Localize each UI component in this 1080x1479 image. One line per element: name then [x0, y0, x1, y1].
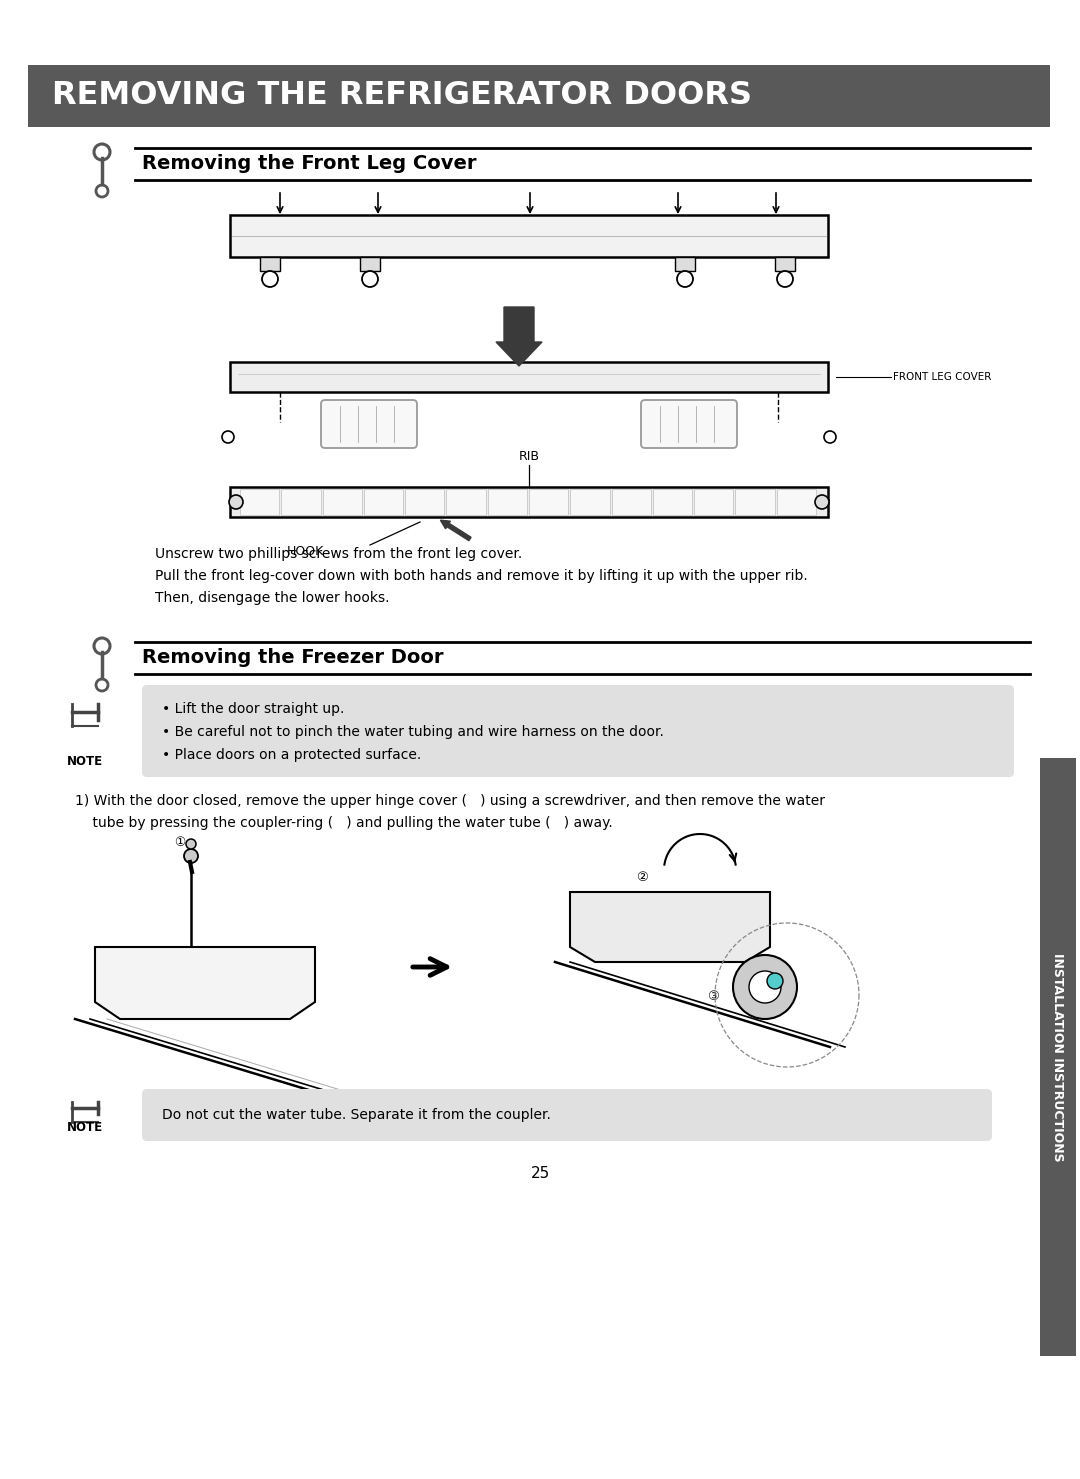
FancyBboxPatch shape: [735, 490, 774, 515]
Text: • Be careful not to pinch the water tubing and wire harness on the door.: • Be careful not to pinch the water tubi…: [162, 725, 664, 740]
FancyBboxPatch shape: [321, 399, 417, 448]
Text: ②: ②: [636, 871, 648, 884]
FancyArrow shape: [441, 521, 471, 541]
Polygon shape: [95, 947, 315, 1019]
FancyBboxPatch shape: [570, 490, 609, 515]
Text: • Place doors on a protected surface.: • Place doors on a protected surface.: [162, 748, 421, 762]
Text: NOTE: NOTE: [67, 1121, 103, 1134]
FancyBboxPatch shape: [777, 490, 816, 515]
Circle shape: [750, 972, 781, 1003]
Circle shape: [362, 271, 378, 287]
Text: tube by pressing the coupler-ring (   ) and pulling the water tube (   ) away.: tube by pressing the coupler-ring ( ) an…: [75, 816, 612, 830]
Circle shape: [824, 430, 836, 444]
FancyBboxPatch shape: [642, 399, 737, 448]
Text: Pull the front leg-cover down with both hands and remove it by lifting it up wit: Pull the front leg-cover down with both …: [156, 569, 808, 583]
FancyBboxPatch shape: [230, 362, 828, 392]
FancyBboxPatch shape: [775, 257, 795, 271]
Circle shape: [262, 271, 278, 287]
Text: ①: ①: [174, 836, 186, 849]
Text: INSTALLATION INSTRUCTIONS: INSTALLATION INSTRUCTIONS: [1052, 952, 1065, 1161]
Circle shape: [733, 955, 797, 1019]
Text: Removing the Front Leg Cover: Removing the Front Leg Cover: [141, 154, 476, 173]
FancyBboxPatch shape: [611, 490, 651, 515]
FancyBboxPatch shape: [141, 1089, 993, 1140]
Text: 25: 25: [530, 1165, 550, 1182]
FancyBboxPatch shape: [240, 490, 280, 515]
FancyBboxPatch shape: [488, 490, 527, 515]
Text: Then, disengage the lower hooks.: Then, disengage the lower hooks.: [156, 592, 390, 605]
Circle shape: [94, 637, 110, 654]
Text: Removing the Freezer Door: Removing the Freezer Door: [141, 648, 444, 667]
Text: NOTE: NOTE: [67, 754, 103, 768]
FancyBboxPatch shape: [1040, 759, 1076, 1356]
Circle shape: [777, 271, 793, 287]
FancyBboxPatch shape: [446, 490, 486, 515]
Polygon shape: [570, 892, 770, 961]
FancyBboxPatch shape: [281, 490, 321, 515]
FancyBboxPatch shape: [652, 490, 692, 515]
Circle shape: [96, 185, 108, 197]
FancyBboxPatch shape: [529, 490, 568, 515]
FancyBboxPatch shape: [675, 257, 696, 271]
FancyBboxPatch shape: [323, 490, 362, 515]
FancyBboxPatch shape: [364, 490, 403, 515]
FancyBboxPatch shape: [230, 214, 828, 257]
Circle shape: [815, 495, 829, 509]
Text: Unscrew two phillips screws from the front leg cover.: Unscrew two phillips screws from the fro…: [156, 547, 523, 561]
Circle shape: [677, 271, 693, 287]
Circle shape: [96, 679, 108, 691]
FancyBboxPatch shape: [360, 257, 380, 271]
Text: FRONT LEG COVER: FRONT LEG COVER: [893, 373, 991, 382]
FancyBboxPatch shape: [260, 257, 280, 271]
Text: RIB: RIB: [518, 450, 540, 463]
FancyBboxPatch shape: [141, 685, 1014, 776]
FancyBboxPatch shape: [230, 487, 828, 518]
FancyBboxPatch shape: [405, 490, 445, 515]
Text: HOOK: HOOK: [286, 544, 324, 558]
Circle shape: [186, 839, 195, 849]
Circle shape: [94, 143, 110, 160]
Circle shape: [767, 973, 783, 989]
Text: • Lift the door straight up.: • Lift the door straight up.: [162, 703, 345, 716]
Circle shape: [222, 430, 234, 444]
Text: Do not cut the water tube. Separate it from the coupler.: Do not cut the water tube. Separate it f…: [162, 1108, 551, 1123]
Text: REMOVING THE REFRIGERATOR DOORS: REMOVING THE REFRIGERATOR DOORS: [52, 80, 752, 111]
FancyBboxPatch shape: [694, 490, 733, 515]
Circle shape: [184, 849, 198, 864]
FancyBboxPatch shape: [28, 65, 1050, 127]
Circle shape: [229, 495, 243, 509]
Text: ③: ③: [707, 991, 719, 1003]
Text: 1) With the door closed, remove the upper hinge cover (   ) using a screwdriver,: 1) With the door closed, remove the uppe…: [75, 794, 825, 808]
FancyArrow shape: [496, 308, 542, 365]
